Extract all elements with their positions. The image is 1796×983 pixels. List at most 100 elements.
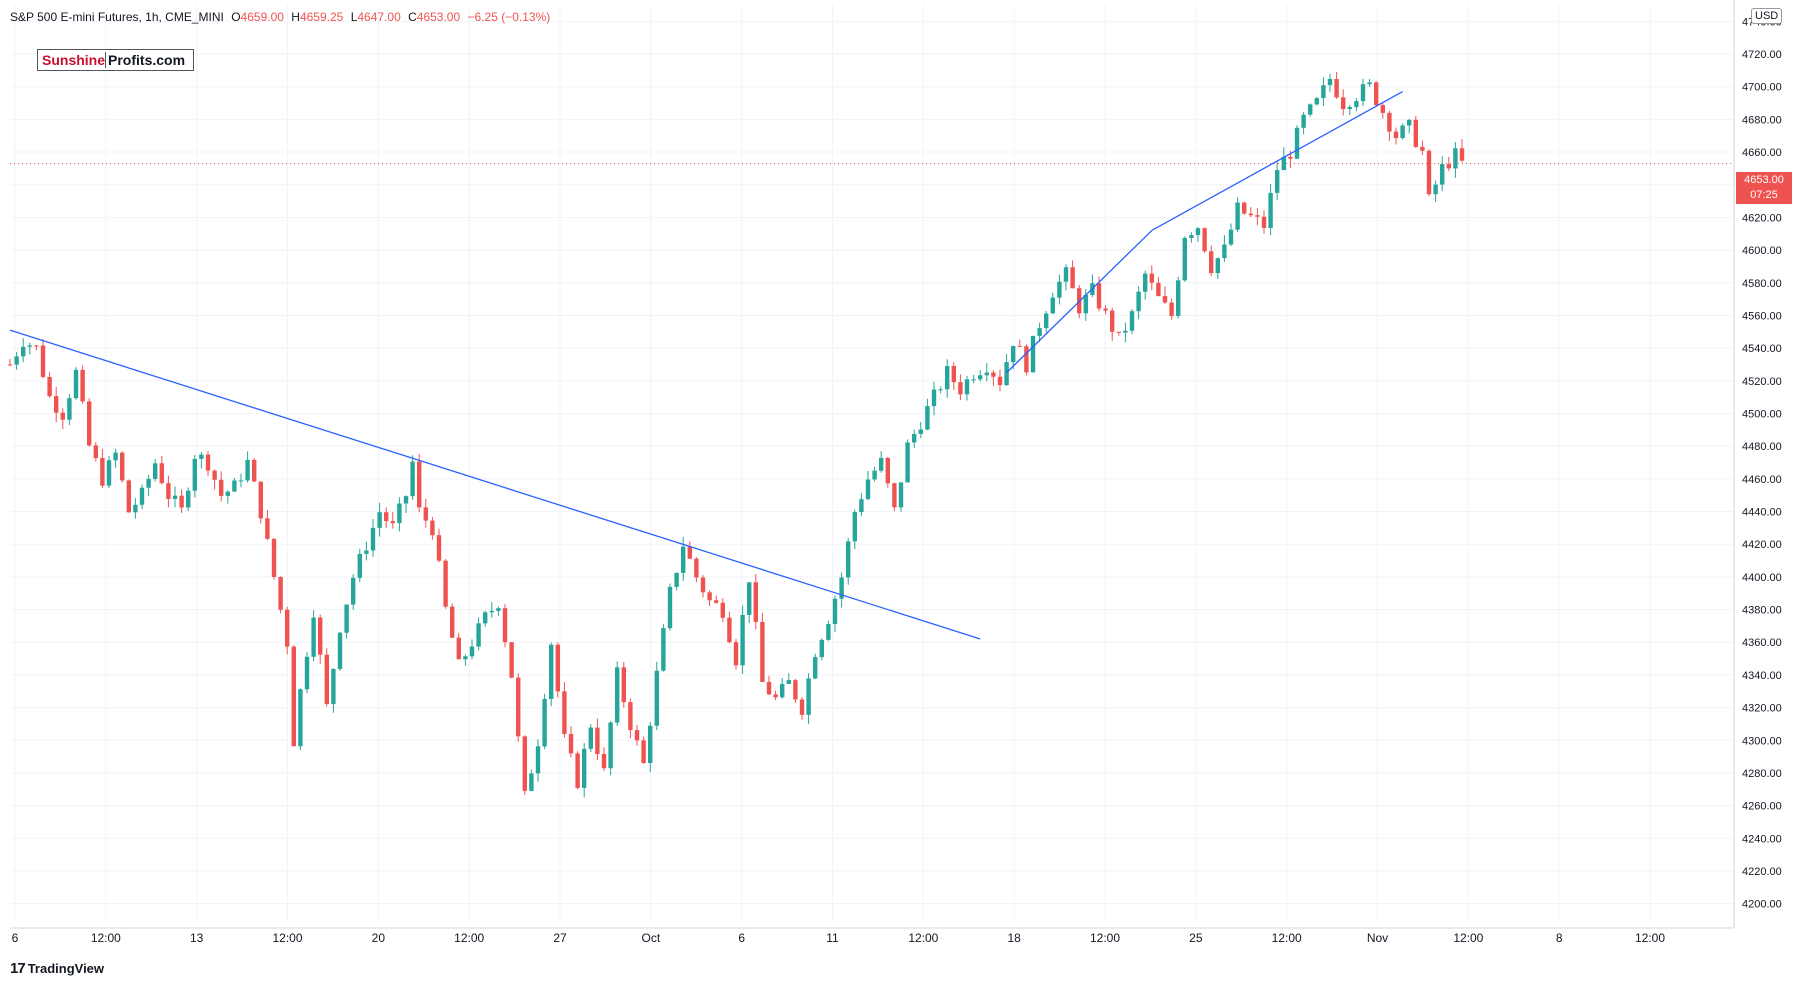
candle <box>529 769 534 792</box>
candle <box>549 642 554 707</box>
candle <box>1321 77 1326 106</box>
candle <box>766 675 772 695</box>
candle <box>351 574 356 610</box>
tradingview-label: TradingView <box>27 961 105 976</box>
candle <box>1400 123 1405 140</box>
candle <box>1314 96 1319 106</box>
candle <box>1063 264 1069 291</box>
candle <box>879 451 884 473</box>
sunshine-profits-logo: Sunshine Profits.com <box>37 49 195 71</box>
candle <box>628 698 633 739</box>
candle <box>1354 98 1359 112</box>
candle <box>450 603 455 638</box>
candle <box>238 473 244 488</box>
candle <box>747 582 752 624</box>
candle <box>694 557 699 583</box>
y-tick-label: 4720.00 <box>1742 49 1782 61</box>
candle <box>120 451 125 483</box>
candle <box>555 642 560 698</box>
candle <box>674 572 679 591</box>
candle <box>54 386 59 423</box>
candle <box>892 482 897 512</box>
candle <box>931 381 937 416</box>
candle <box>377 502 382 537</box>
tradingview-logo[interactable]: 17 TradingView <box>10 960 104 977</box>
candle <box>7 358 13 366</box>
y-tick-label: 4300.00 <box>1742 735 1782 747</box>
candle <box>964 375 970 401</box>
candle <box>384 507 389 528</box>
candle <box>67 394 72 426</box>
candle <box>1387 110 1392 141</box>
y-tick-label: 4660.00 <box>1742 147 1782 159</box>
candle <box>225 490 230 504</box>
candle <box>1024 344 1029 376</box>
candle <box>1030 335 1036 373</box>
candle <box>304 652 310 694</box>
candle <box>1242 201 1247 215</box>
candle <box>773 690 778 701</box>
candle <box>542 693 547 750</box>
last-price-badge: 4653.00 07:25 <box>1736 172 1792 204</box>
candle <box>648 721 653 773</box>
candle <box>634 724 640 746</box>
candle <box>1215 257 1220 279</box>
y-tick-label: 4320.00 <box>1742 703 1782 715</box>
trendline-ascending-2 <box>1151 91 1403 232</box>
candle <box>832 595 838 633</box>
candle <box>1334 71 1339 99</box>
x-tick-label: 12:00 <box>1090 931 1120 945</box>
candle <box>456 632 461 660</box>
candle <box>1459 139 1465 163</box>
candle <box>172 486 178 508</box>
candle <box>786 673 791 685</box>
candle <box>318 614 323 664</box>
x-tick-label: 13 <box>190 931 204 945</box>
candle <box>27 342 32 355</box>
candle <box>139 484 145 510</box>
candle <box>727 611 732 644</box>
candle <box>760 612 765 683</box>
candle <box>1195 227 1201 242</box>
candle <box>1255 208 1260 226</box>
open-value: 4659.00 <box>240 10 284 24</box>
x-tick-label: 12:00 <box>454 931 484 945</box>
candle <box>1169 298 1174 320</box>
candle <box>1037 322 1042 342</box>
candle <box>291 645 296 747</box>
candle <box>898 482 904 512</box>
candle <box>285 606 290 655</box>
candle <box>106 455 112 489</box>
candle <box>522 735 527 795</box>
candle <box>443 559 448 609</box>
candle <box>265 510 270 541</box>
candle <box>1360 78 1366 107</box>
candle <box>1367 78 1372 88</box>
candle <box>687 541 692 560</box>
y-tick-label: 4620.00 <box>1742 212 1782 224</box>
candle <box>1004 353 1009 386</box>
candle <box>212 469 217 490</box>
candle <box>793 678 798 703</box>
x-tick-label: 12:00 <box>1453 931 1483 945</box>
x-tick-label: 12:00 <box>91 931 121 945</box>
candle <box>397 497 402 532</box>
candle <box>21 338 26 363</box>
candle <box>1248 207 1253 218</box>
currency-button[interactable]: USD <box>1751 8 1783 24</box>
x-tick-label: 12:00 <box>908 931 938 945</box>
candle <box>846 537 851 585</box>
y-tick-label: 4420.00 <box>1742 539 1782 551</box>
change-value: −6.25 (−0.13%) <box>467 10 551 24</box>
candle <box>1294 125 1300 160</box>
x-tick-label: 12:00 <box>1635 931 1665 945</box>
candle <box>410 455 415 500</box>
y-tick-label: 4440.00 <box>1742 507 1782 519</box>
candle <box>1426 149 1432 197</box>
candle <box>252 458 257 482</box>
axes: 4200.00 4220.00 4240.00 4260.00 4280.00 4300.… <box>10 0 1782 945</box>
candle <box>153 458 158 482</box>
candle <box>1308 103 1313 117</box>
candle <box>496 606 501 616</box>
